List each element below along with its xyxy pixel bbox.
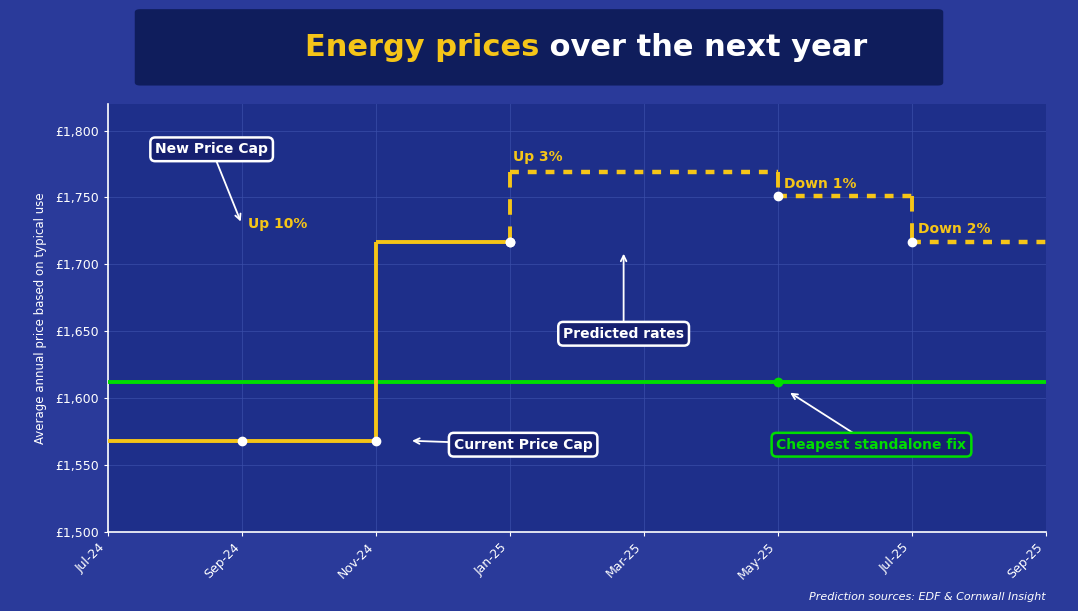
Text: Current Price Cap: Current Price Cap	[454, 437, 593, 452]
Text: Prediction sources: EDF & Cornwall Insight: Prediction sources: EDF & Cornwall Insig…	[808, 592, 1046, 602]
Text: Energy prices: Energy prices	[305, 33, 539, 62]
Text: Up 3%: Up 3%	[513, 150, 563, 164]
Text: over the next year: over the next year	[539, 33, 867, 62]
Y-axis label: Average annual price based on typical use: Average annual price based on typical us…	[33, 192, 46, 444]
Text: Cheapest standalone fix: Cheapest standalone fix	[776, 437, 967, 452]
Text: Up 10%: Up 10%	[249, 217, 308, 231]
Text: Down 2%: Down 2%	[918, 222, 991, 236]
Text: Predicted rates: Predicted rates	[563, 327, 685, 341]
Text: Down 1%: Down 1%	[785, 177, 857, 191]
Text: New Price Cap: New Price Cap	[155, 142, 268, 156]
